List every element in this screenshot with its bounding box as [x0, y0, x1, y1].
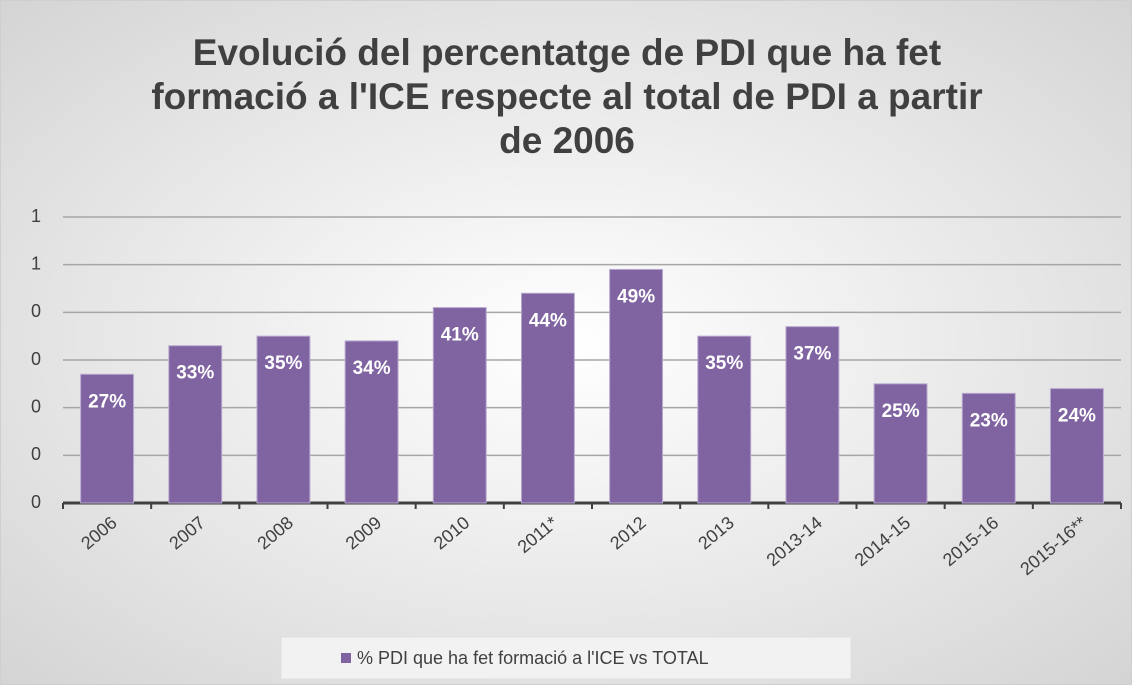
legend-box	[280, 636, 852, 680]
bar	[785, 326, 840, 504]
data-label: 27%	[88, 391, 126, 412]
x-tick-label: 2015-16**	[1016, 512, 1090, 579]
data-label: 49%	[617, 286, 655, 307]
x-tick-label: 2009	[342, 512, 386, 553]
bar	[961, 392, 1016, 504]
bar	[432, 307, 487, 504]
bar	[609, 268, 664, 504]
data-label: 41%	[441, 325, 479, 346]
y-tick-label: 0	[31, 492, 41, 512]
x-tick-label: 2013-14	[763, 512, 826, 570]
x-tick-label: 2011*	[514, 512, 562, 557]
legend-swatch	[341, 653, 351, 663]
y-tick-label: 1	[31, 253, 41, 273]
y-tick-label: 0	[31, 396, 41, 416]
bar	[80, 373, 135, 504]
data-label: 35%	[705, 353, 743, 374]
data-label: 37%	[793, 344, 831, 365]
x-tick-label: 2012	[606, 512, 650, 553]
x-tick-label: 2008	[254, 512, 298, 553]
y-tick-label: 1	[31, 206, 41, 226]
x-tick-label: 2007	[165, 512, 209, 553]
bar	[344, 340, 399, 504]
x-tick-label: 2015-16	[939, 512, 1002, 570]
legend-label: % PDI que ha fet formació a l'ICE vs TOT…	[357, 648, 709, 668]
data-label: 24%	[1058, 406, 1096, 427]
x-tick-label: 2013	[694, 512, 738, 553]
y-tick-label: 0	[31, 301, 41, 321]
data-label: 34%	[353, 358, 391, 379]
x-tick-label: 2014-15	[851, 512, 914, 570]
bar	[256, 335, 311, 504]
bar	[520, 292, 575, 504]
data-label: 33%	[176, 363, 214, 384]
bar	[168, 345, 223, 504]
x-tick-label: 2006	[77, 512, 121, 553]
bar	[873, 383, 928, 504]
data-label: 44%	[529, 310, 567, 331]
data-label: 35%	[264, 353, 302, 374]
data-label: 25%	[882, 401, 920, 422]
y-tick-label: 0	[31, 349, 41, 369]
data-label: 23%	[970, 410, 1008, 431]
x-tick-label: 2010	[430, 512, 474, 553]
chart-title: Evolució del percentatge de PDI que ha f…	[151, 32, 983, 161]
bar	[697, 335, 752, 504]
y-tick-label: 0	[31, 444, 41, 464]
bar	[1049, 388, 1104, 504]
